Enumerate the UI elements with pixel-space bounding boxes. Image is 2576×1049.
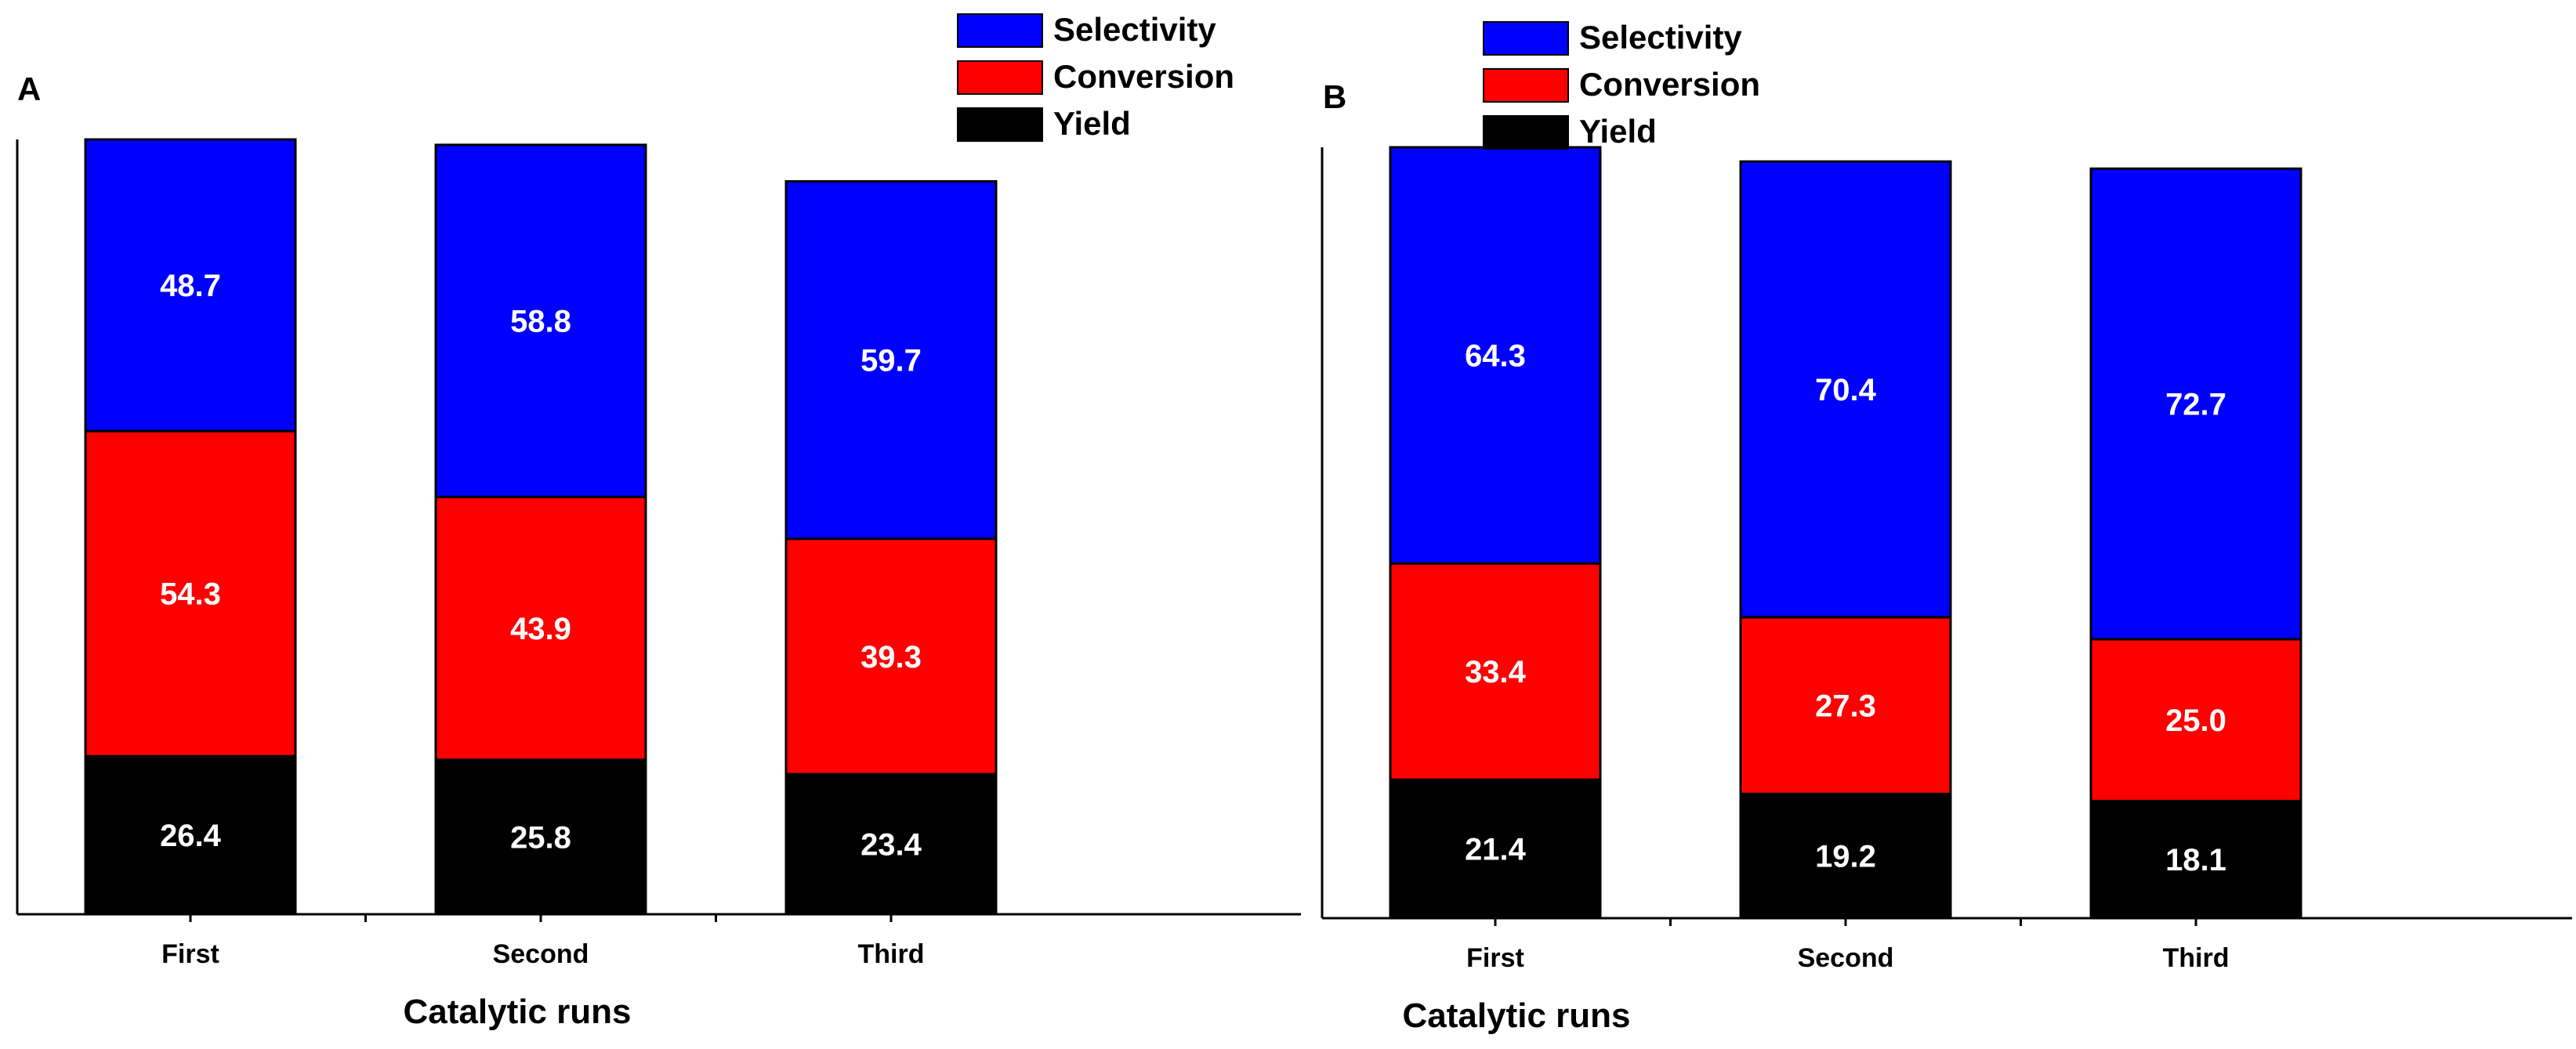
x-tick-label: Third (2163, 943, 2230, 973)
bar-yield-first (84, 754, 297, 916)
bar-selectivity-first (1389, 146, 1602, 565)
legend-swatch-yield (957, 107, 1043, 142)
x-tick-label: Second (493, 939, 589, 969)
legend-swatch-selectivity (1483, 21, 1569, 56)
bar-yield-second (1739, 792, 1952, 920)
panel-a: A 26.4 54.3 48.7 First 25.8 43.9 58.8 Second 23.4… (16, 11, 1301, 1031)
data-label-yield-third: 23.4 (860, 828, 922, 863)
panel-b: B 21.4 33.4 64.3 First 19.2 27.3 70.4 Second 18.1… (1321, 19, 2572, 1035)
data-label-conversion-third: 25.0 (2165, 704, 2226, 738)
data-label-conversion-third: 39.3 (860, 640, 922, 675)
x-axis-title: Catalytic runs (404, 993, 632, 1031)
data-label-selectivity-second: 70.4 (1815, 373, 1877, 407)
legend-swatch-conversion (1483, 68, 1569, 103)
bar-yield-second (434, 758, 647, 916)
bar-selectivity-third (2089, 167, 2302, 641)
bar-conversion-second (434, 495, 647, 761)
x-tick-label: Second (1798, 943, 1894, 973)
bar-selectivity-second (1739, 160, 1952, 619)
panel-letter: B (1323, 78, 1346, 115)
legend-label-yield: Yield (1053, 105, 1131, 142)
data-label-conversion-second: 27.3 (1815, 689, 1876, 724)
data-label-yield-first: 21.4 (1465, 833, 1527, 867)
legend-label-conversion: Conversion (1053, 58, 1234, 95)
data-label-conversion-second: 43.9 (510, 612, 571, 646)
x-axis-title: Catalytic runs (1403, 997, 1631, 1035)
legend-label-selectivity: Selectivity (1579, 19, 1742, 56)
legend-swatch-conversion (957, 60, 1043, 95)
data-label-selectivity-second: 58.8 (510, 305, 571, 339)
bar-yield-third (2089, 799, 2302, 920)
legend-swatch-selectivity (957, 13, 1043, 48)
data-label-yield-third: 18.1 (2165, 843, 2226, 877)
legend-label-conversion: Conversion (1579, 66, 1760, 103)
data-label-selectivity-first: 64.3 (1465, 339, 1526, 374)
data-label-selectivity-first: 48.7 (160, 269, 221, 303)
bar-selectivity-first (84, 138, 297, 432)
bar-conversion-third (784, 537, 998, 776)
x-tick-label: Third (858, 939, 925, 969)
data-label-yield-second: 19.2 (1815, 840, 1876, 874)
panel-letter: A (17, 71, 41, 107)
bar-yield-first (1389, 778, 1602, 920)
bar-conversion-third (2089, 638, 2302, 802)
bar-selectivity-third (784, 180, 998, 541)
x-tick-label: First (1466, 943, 1524, 973)
x-tick-label: First (161, 939, 219, 969)
data-label-conversion-first: 33.4 (1465, 655, 1527, 689)
bar-selectivity-second (434, 143, 647, 498)
data-label-selectivity-third: 59.7 (860, 344, 922, 378)
data-label-selectivity-third: 72.7 (2165, 388, 2226, 422)
legend-swatch-yield (1483, 115, 1569, 150)
legend-label-selectivity: Selectivity (1053, 11, 1216, 48)
data-label-yield-second: 25.8 (510, 820, 571, 855)
data-label-yield-first: 26.4 (160, 819, 222, 853)
bar-yield-third (784, 772, 998, 916)
data-label-conversion-first: 54.3 (160, 577, 221, 612)
legend-label-yield: Yield (1579, 113, 1657, 150)
